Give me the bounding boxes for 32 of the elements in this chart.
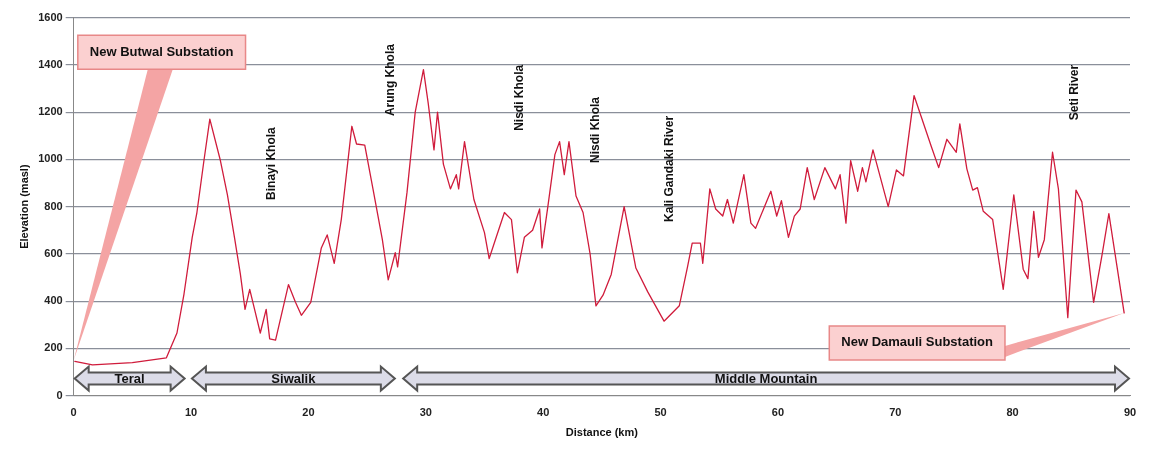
y-tick-label: 1200	[38, 105, 63, 118]
annotation: Binayi Khola	[263, 126, 278, 200]
annotation: Arung Khola	[382, 43, 397, 117]
y-tick-label: 200	[44, 341, 63, 354]
annotation: Siwalik	[271, 371, 317, 387]
annotation: New Damauli Substation	[841, 334, 994, 350]
annotation: Teral	[114, 371, 145, 387]
x-tick-label: 90	[1123, 406, 1137, 419]
x-tick-label: 70	[889, 406, 902, 419]
x-tick-label: 40	[537, 406, 550, 419]
y-tick-label: 400	[44, 294, 63, 307]
annotation: New Butwal Substation	[89, 43, 234, 59]
x-tick-label: 10	[184, 406, 198, 419]
y-tick-label: 1400	[38, 57, 63, 70]
annotation: Nisdi Khola	[587, 96, 602, 163]
x-tick-label: 0	[70, 406, 77, 419]
annotation: Seti River	[1067, 64, 1082, 121]
x-tick-label: 30	[419, 406, 432, 419]
x-tick-label: 50	[654, 406, 667, 419]
y-tick-label: 600	[44, 246, 63, 259]
annotation: Middle Mountain	[714, 371, 818, 387]
x-axis-title: Distance (km)	[565, 426, 639, 439]
y-tick-label: 1000	[38, 152, 63, 165]
annotation: Nisdi Khola	[511, 64, 526, 131]
y-tick-label: 0	[56, 388, 63, 401]
x-tick-label: 60	[771, 406, 785, 419]
annotation: Kali Gandaki River	[661, 115, 676, 222]
y-tick-label: 800	[44, 199, 63, 212]
y-axis-title: Elevation (masl)	[17, 164, 30, 249]
x-tick-label: 20	[302, 406, 315, 419]
x-tick-label: 80	[1006, 406, 1019, 419]
y-tick-label: 1600	[38, 10, 63, 23]
